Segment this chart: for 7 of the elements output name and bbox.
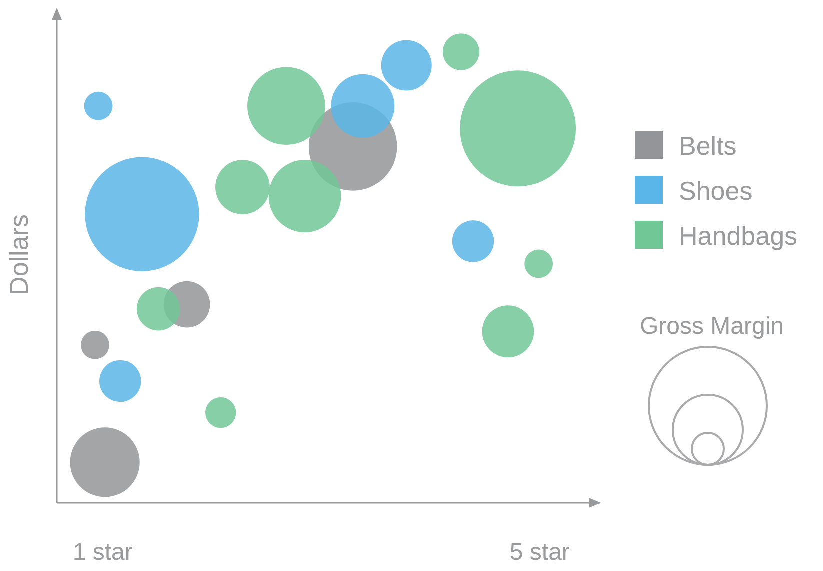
- x-tick-label: 1 star: [72, 539, 133, 566]
- legend-label: Handbags: [679, 221, 798, 251]
- legend-label: Belts: [679, 131, 737, 161]
- legend-label: Shoes: [679, 176, 753, 206]
- x-tick-label: 5 star: [510, 539, 570, 566]
- text: Gross Margin: [640, 313, 784, 340]
- y-axis-title: Dollars: [4, 214, 34, 296]
